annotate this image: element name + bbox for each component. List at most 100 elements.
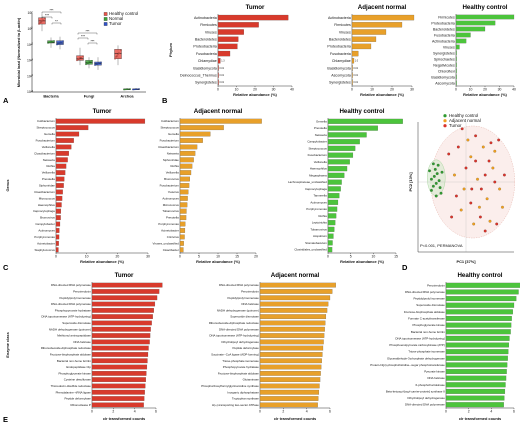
scatter-point	[487, 159, 491, 163]
bar	[259, 307, 328, 313]
box-point	[62, 40, 64, 42]
category-label: Ascomycota	[331, 73, 351, 77]
category-label: Clostridiales_unclassified	[294, 248, 327, 252]
category-label: Succinate--CoA ligase (ADP-forming)	[211, 352, 259, 356]
scatter-point	[476, 177, 479, 181]
bar	[259, 320, 326, 326]
bar	[445, 395, 505, 401]
box-point	[115, 56, 117, 58]
y-axis-label: Microbial load (Normalized to β-actin)	[16, 17, 21, 87]
panel-letter: D	[402, 263, 408, 272]
category-label: Prevotella	[314, 126, 327, 130]
scatter-point	[447, 152, 451, 156]
bar	[259, 301, 329, 307]
bar	[55, 150, 69, 156]
category-label: Ribonucleoside-diphosphate reductase	[209, 321, 259, 325]
scatter-point	[493, 149, 497, 153]
subplot-title: Healthy control	[457, 272, 502, 279]
category-label: Beta-ketoacyl-[acyl-carrier-protein] syn…	[386, 389, 445, 393]
category-label: DNA topoisomerase (ATP-hydrolyzing)	[209, 334, 258, 338]
box-point	[126, 88, 128, 90]
scatter-point	[472, 222, 476, 226]
bar	[91, 339, 150, 345]
scatter-point	[434, 194, 438, 198]
bar	[327, 172, 345, 178]
bar	[351, 14, 415, 21]
legend-label: Normal	[109, 16, 123, 21]
category-label: DNA topoisomerase (ATP-hydrolyzing)	[395, 336, 444, 340]
side-label: Genus	[5, 179, 10, 191]
scatter-point	[431, 162, 435, 166]
scatter-point	[430, 177, 433, 181]
legend-swatch	[103, 22, 108, 26]
scatter-point	[483, 229, 487, 233]
sig-label: ***	[81, 35, 86, 39]
category-label: Chloroflexi	[438, 69, 455, 73]
bar	[455, 74, 457, 80]
category-label: Synergistetes	[433, 51, 455, 55]
category-label: Cloacibacterium	[34, 151, 55, 155]
category-label: Ribonucleoside-diphosphate reductase	[41, 346, 91, 350]
category-label: Negativicutes	[433, 63, 455, 67]
x-category-label: Archea	[120, 94, 134, 99]
category-label: Staphylococcus	[35, 248, 56, 252]
panel-c-subplot: Tumor Cutibacterium Streptococcus Gemella Fu…	[33, 108, 150, 264]
scatter-point	[460, 127, 464, 131]
scatter-point	[462, 187, 466, 191]
category-label: Viruses_unclassified	[152, 241, 179, 245]
category-label: Porphyromonas	[306, 207, 327, 211]
bar	[55, 240, 59, 246]
side-label: Enzyme class	[5, 332, 10, 358]
bar	[55, 125, 89, 131]
category-label: Fusobacteria	[434, 33, 455, 37]
scatter-point	[474, 159, 478, 163]
category-label: Capnocytophaga	[33, 209, 55, 213]
box-point	[79, 57, 81, 59]
scatter-point	[440, 170, 444, 174]
box-point	[91, 60, 93, 62]
category-label: Fusobacteria	[330, 52, 351, 56]
category-label: Micrococcus	[163, 203, 180, 207]
x-tick-label: 0	[259, 409, 261, 413]
category-label: Leptotrichia	[312, 221, 327, 225]
category-label: Bacteroidetes	[329, 37, 351, 41]
subplot-title: Healthy control	[462, 4, 507, 11]
y-axis-label: PC2 [13%]	[408, 172, 413, 192]
sig-label: ***	[50, 9, 55, 13]
bar	[91, 352, 149, 357]
bar	[217, 65, 219, 71]
category-label: Formate C-acetyltransferase	[408, 316, 445, 320]
x-axis-label: PC1 [37%]	[456, 259, 476, 264]
box-point	[129, 88, 131, 90]
category-label: Basidiomycota	[193, 66, 216, 70]
category-label: Rothia	[318, 214, 327, 218]
bar	[179, 157, 194, 163]
y-tick-label: 102	[27, 11, 33, 15]
category-label: Synergistetes	[329, 81, 351, 85]
y-tick-label: 10-4	[27, 58, 34, 62]
x-axis-label: Relative abundance (%)	[360, 92, 404, 97]
x-tick-label: 30	[498, 87, 502, 91]
bar	[259, 339, 324, 345]
x-tick-label: 0	[179, 254, 181, 258]
bar	[91, 377, 146, 383]
category-label: Streptococcus	[308, 146, 327, 150]
scatter-point	[474, 134, 478, 138]
category-label: Cloacibacter	[163, 248, 179, 252]
x-tick-label: 15	[394, 254, 398, 258]
category-label: H(+)-transporting two-sector ATPase	[212, 403, 259, 407]
bar	[445, 382, 506, 388]
bar	[179, 125, 224, 131]
x-tick-label: 40	[512, 87, 516, 91]
category-label: Stomatobaculum	[305, 241, 327, 245]
x-tick-label: 5	[198, 254, 200, 258]
x-axis-label: Relative abundance (%)	[463, 92, 507, 97]
bar	[327, 166, 348, 172]
box-point	[57, 43, 59, 45]
category-label: Chlamydiae	[332, 59, 351, 63]
category-label: Fusobacterium	[36, 139, 56, 143]
bar	[445, 302, 515, 308]
bar	[327, 125, 378, 131]
bar	[351, 50, 359, 57]
bar	[179, 131, 211, 137]
